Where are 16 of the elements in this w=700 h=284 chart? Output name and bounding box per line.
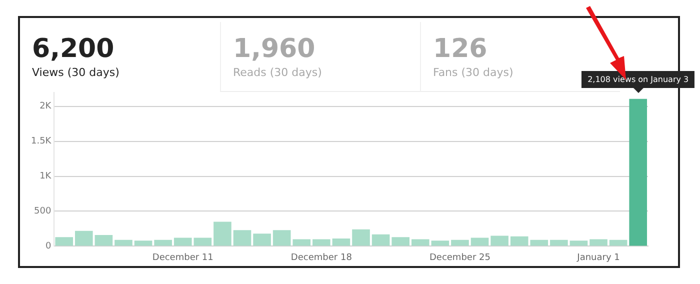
annotation: 2,108 views on January 3 [582, 70, 695, 88]
x-tick-label: December 25 [429, 252, 490, 263]
text: 6,200 [32, 34, 116, 64]
y-tick-label: 1.5K [30, 136, 52, 147]
x-tick-label: December 18 [290, 252, 352, 263]
text: 1,960 [233, 34, 316, 64]
text: Fans (30 days) [433, 66, 514, 79]
y-tick-label: 2K [40, 102, 52, 112]
text: 126 [433, 34, 488, 64]
y-tick-label: 500 [34, 206, 52, 217]
x-tick-label: January 1 [576, 252, 620, 263]
y-tick-label: 0 [45, 242, 52, 252]
text: Reads (30 days) [233, 66, 323, 79]
text: Views (30 days) [32, 66, 120, 79]
y-tick-label: 1K [40, 172, 52, 182]
x-tick-label: December 11 [152, 252, 214, 263]
